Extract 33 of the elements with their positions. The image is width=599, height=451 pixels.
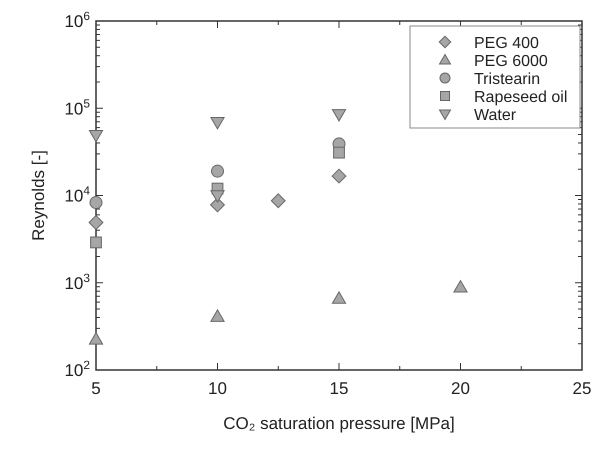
x-tick-label: 5: [91, 379, 101, 398]
point: [88, 332, 104, 345]
point: [453, 280, 468, 292]
point: [333, 146, 345, 159]
point: [210, 190, 225, 203]
point: [90, 196, 102, 210]
point: [210, 198, 225, 212]
point: [210, 309, 225, 322]
legend-label: PEG 400: [474, 35, 540, 52]
point: [210, 117, 225, 130]
x-tick-label: 20: [451, 379, 470, 398]
y-tick-label: 10$^{3}$: [64, 270, 90, 293]
x-axis-title: CO₂ saturation pressure [MPa]: [223, 414, 455, 433]
point: [332, 291, 346, 304]
legend-label: Water: [474, 107, 517, 124]
x-tick-label: 25: [572, 379, 592, 398]
legend-label: Rapeseed oil: [474, 89, 568, 106]
legend-label: Tristearin: [474, 71, 540, 88]
legend-label: PEG 6000: [474, 53, 548, 70]
point: [332, 109, 346, 122]
point: [88, 130, 104, 142]
y-tick-label: 10$^{5}$: [64, 96, 90, 118]
x-tick-label: 10: [208, 379, 227, 398]
x-tick-label: 15: [330, 379, 348, 398]
y-tick-label: 10$^{4}$: [64, 184, 90, 206]
y-tick-label: 10$^{6}$: [64, 9, 90, 31]
point: [211, 164, 224, 178]
point: [90, 236, 102, 248]
y-axis-title: Reynolds [-]: [29, 150, 48, 241]
point: [270, 193, 286, 208]
point: [332, 168, 346, 184]
y-tick-label: 10$^{2}$: [64, 358, 90, 380]
point: [88, 215, 104, 230]
